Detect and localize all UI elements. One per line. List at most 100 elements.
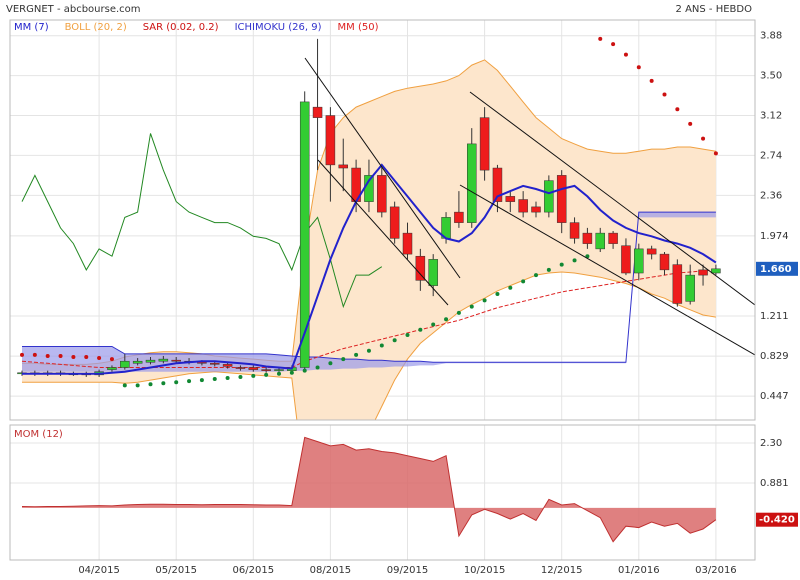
sar-dot: [354, 352, 359, 357]
sar-dot: [649, 78, 654, 83]
candle-body: [621, 245, 631, 274]
legend-label: ICHIMOKU (26, 9): [235, 22, 322, 33]
candle-body: [158, 358, 169, 362]
y-tick-label: 2.74: [760, 150, 782, 161]
mom-tag-label: -0.420: [759, 515, 795, 526]
sar-dot: [315, 365, 320, 370]
sar-dot: [521, 279, 526, 284]
candle-body: [389, 206, 400, 239]
sar-dot: [328, 361, 333, 366]
sar-dot: [264, 372, 269, 377]
sar-dot: [109, 357, 114, 362]
sar-dot: [701, 136, 706, 141]
candle-body: [518, 199, 528, 213]
candle-body: [595, 232, 605, 250]
x-tick-label: 09/2015: [387, 565, 429, 576]
sar-dot: [713, 151, 718, 156]
sar-dot: [148, 382, 153, 387]
candle-body: [274, 369, 284, 371]
sar-dot: [688, 121, 693, 126]
trendline: [304, 57, 461, 279]
y-tick-label: 1.974: [760, 231, 789, 242]
sar-dot: [431, 322, 436, 327]
sar-dot: [405, 332, 410, 337]
legend-label: MM (7): [14, 22, 49, 33]
candle-body: [132, 360, 143, 364]
candle-body: [415, 255, 426, 281]
bollinger-band: [22, 59, 716, 420]
sar-dot: [199, 378, 204, 383]
sar-dot: [289, 370, 294, 375]
y-tick-label: 0.881: [760, 478, 789, 489]
sar-dot: [161, 381, 166, 386]
trendline: [459, 184, 755, 356]
candle-body: [492, 167, 503, 202]
chart-title: VERGNET - abcbourse.com: [6, 4, 141, 15]
candle-body: [312, 106, 323, 118]
sar-dot: [122, 383, 127, 388]
candle-body: [544, 180, 554, 213]
x-tick-label: 12/2015: [541, 565, 583, 576]
price-tag: [756, 261, 798, 276]
sar-dot: [58, 353, 63, 358]
sar-dot: [623, 52, 628, 57]
sar-dot: [251, 373, 256, 378]
chart-subtitle: 2 ANS - HEBDO: [676, 4, 753, 15]
candle-body: [454, 211, 464, 223]
y-tick-label: 2.36: [760, 190, 782, 201]
sar-dot: [636, 65, 641, 70]
sar-dot: [366, 348, 371, 353]
sar-dot: [572, 258, 577, 263]
sar-dot: [482, 298, 487, 303]
y-tick-label: 3.88: [760, 31, 782, 42]
candle-body: [685, 274, 695, 302]
candle-body: [197, 362, 207, 364]
candle-body: [338, 164, 348, 169]
candle-body: [582, 232, 593, 244]
sar-dot: [187, 379, 192, 384]
y-tick-label: 3.12: [760, 111, 782, 122]
trendlines: [304, 57, 755, 356]
bollinger-lower: [22, 271, 716, 420]
candle-body: [698, 269, 708, 276]
candle-body: [505, 196, 516, 202]
candle-body: [210, 363, 220, 365]
sar-dot: [546, 267, 551, 272]
sar-dot: [444, 317, 449, 322]
candle-body: [235, 367, 246, 369]
sar-dot: [135, 383, 140, 388]
sar-dot: [341, 357, 346, 362]
sar-dot: [84, 355, 89, 360]
mom-panel: [9, 424, 756, 561]
candle-body: [672, 264, 683, 304]
candle-body: [556, 175, 567, 223]
y-tick-label: 2.30: [760, 438, 782, 449]
sar-dot: [302, 368, 307, 373]
sar-dot: [508, 285, 513, 290]
candle-body: [222, 364, 233, 367]
candle-body: [428, 259, 438, 286]
legend-label: BOLL (20, 2): [65, 22, 127, 33]
candle-body: [107, 367, 117, 370]
candle-body: [145, 359, 156, 363]
ichimoku-chikou: [21, 133, 383, 309]
candle-body: [171, 359, 181, 362]
candle-body: [377, 175, 387, 213]
candle-body: [248, 367, 259, 370]
candle-body: [467, 143, 477, 223]
candle-body: [634, 248, 644, 274]
candle-body: [402, 232, 413, 255]
ichimoku-cloud: [22, 212, 716, 372]
main-panel: [9, 19, 756, 421]
sar-dot: [662, 92, 667, 97]
sar-dot: [212, 377, 217, 382]
sar-dot: [225, 376, 230, 381]
sar-dot: [675, 107, 680, 112]
candle-body: [646, 248, 657, 255]
candle-body: [608, 232, 618, 244]
sar-dot: [456, 310, 461, 315]
mom-line: [21, 436, 717, 543]
sar-dot: [392, 338, 397, 343]
sar-dot: [238, 374, 243, 379]
